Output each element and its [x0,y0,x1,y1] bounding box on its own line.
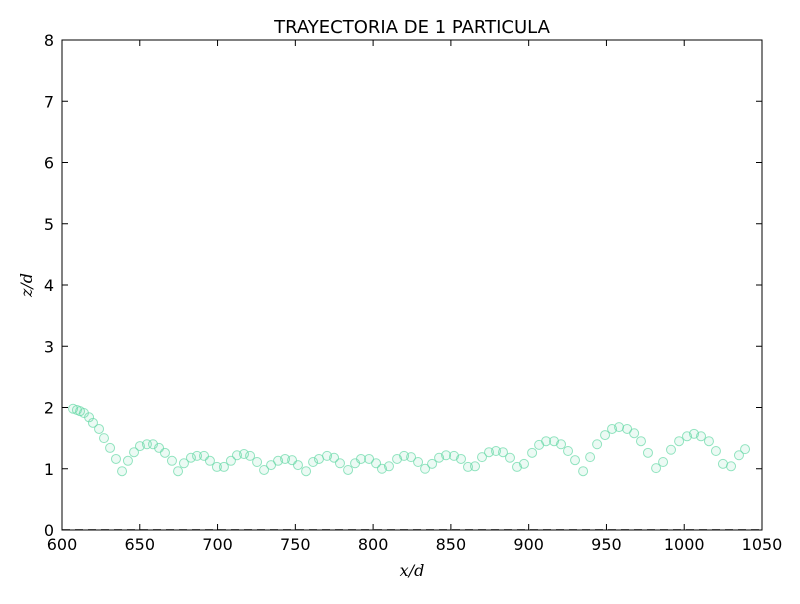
point [733,450,744,461]
y-tick-label: 8 [44,31,54,50]
x-axis-label: x/d [400,561,425,580]
point [710,445,721,456]
point [173,466,184,477]
point [420,463,431,474]
point [110,453,121,464]
point [122,455,133,466]
y-axis-label: z/d [17,273,36,298]
y-tick-label: 2 [44,399,54,418]
x-tick-label: 950 [591,535,622,554]
point [178,458,189,469]
point [204,455,215,466]
point [301,466,312,477]
point [703,436,714,447]
y-tick-label: 4 [44,276,54,295]
point [245,450,256,461]
point [614,422,625,433]
x-tick-label: 700 [202,535,233,554]
point [470,461,480,472]
y-tick-label: 3 [44,337,54,356]
point [629,428,640,439]
x-tick-label: 800 [358,535,389,554]
point [585,452,596,463]
chart-title: TRAYECTORIA DE 1 PARTICULA [273,17,550,38]
point [406,452,417,463]
plot-area [62,403,762,530]
point [666,444,676,455]
point [456,453,466,464]
point [87,417,98,428]
y-tick-label: 0 [44,521,54,540]
point [308,457,319,468]
point [159,447,170,458]
point [674,436,685,447]
point [578,466,589,477]
point [696,431,707,442]
point [94,423,105,434]
point [570,455,581,466]
point [556,439,567,450]
point [519,458,529,469]
point [218,461,229,472]
point [498,447,508,458]
x-tick-label: 900 [513,535,544,554]
y-tick-label: 5 [44,215,54,234]
point [651,463,662,474]
point [600,430,611,441]
point [343,464,354,475]
point [563,445,574,456]
point [355,453,366,464]
y-tick-label: 1 [44,460,54,479]
point [129,447,140,458]
point [117,466,128,477]
x-tick-label: 650 [125,535,156,554]
point [185,452,196,463]
point [427,458,438,469]
point [592,439,603,450]
point [541,436,552,447]
point [292,460,303,471]
point [225,455,236,466]
point [239,449,249,460]
point [658,457,669,468]
point [252,457,263,468]
point [505,452,515,463]
x-tick-label: 750 [280,535,311,554]
x-tick-label: 1000 [664,535,705,554]
point [441,450,452,461]
point [148,439,158,450]
point [383,461,394,472]
point [84,412,95,423]
point [740,444,751,455]
point [413,457,424,468]
point [334,458,345,469]
point [259,464,270,475]
point [211,461,222,472]
y-tick-label: 6 [44,154,54,173]
point [642,447,653,458]
point [192,450,203,461]
point [527,447,538,458]
x-tick-label: 1050 [742,535,783,554]
point [477,452,487,463]
point [105,442,116,453]
point [99,433,109,444]
point [166,455,177,466]
x-tick-label: 600 [47,535,78,554]
point [463,461,473,472]
y-tick-label: 7 [44,92,54,111]
point [635,436,646,447]
point [726,461,737,472]
x-tick-label: 850 [436,535,467,554]
